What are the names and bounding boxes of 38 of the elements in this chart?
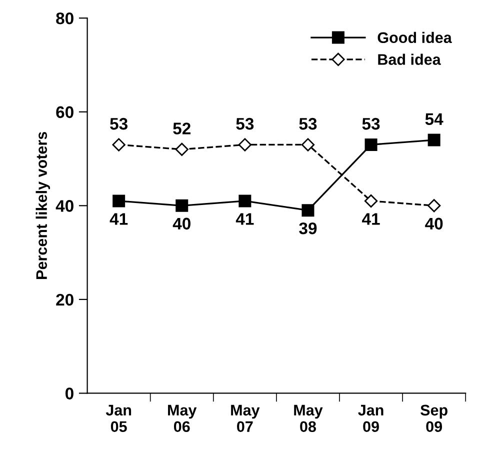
data-label: 40 (425, 218, 443, 230)
legend-label: Good idea (378, 32, 452, 44)
data-label: 41 (362, 213, 380, 225)
y-tick-label: 40 (56, 200, 74, 212)
data-label: 41 (236, 213, 254, 225)
y-tick-label: 60 (56, 106, 74, 118)
point (364, 138, 378, 151)
point (364, 194, 378, 208)
x-tick-label: Jan 09 (358, 404, 384, 432)
point (176, 199, 188, 212)
data-label: 41 (110, 213, 128, 225)
y-tick-label: 20 (56, 294, 74, 306)
data-label: 39 (299, 222, 317, 234)
point (302, 204, 314, 217)
x-tick-label: May 08 (294, 404, 323, 432)
point (112, 194, 126, 208)
legend-label: Bad idea (378, 54, 441, 65)
point (428, 134, 440, 146)
data-label: 54 (425, 113, 444, 126)
y-tick-label: 0 (65, 388, 74, 400)
data-label: 53 (236, 118, 254, 130)
y-tick-label: 80 (56, 12, 74, 24)
point (427, 199, 441, 212)
x-tick-label: Sep 09 (420, 404, 448, 432)
data-label: 40 (172, 218, 190, 230)
x-tick-label: May 06 (168, 404, 197, 432)
data-label: 53 (110, 118, 128, 130)
point (238, 138, 252, 152)
x-tick-label: Jan 05 (106, 404, 132, 432)
y-axis-title: Percent likely voters (36, 132, 50, 279)
point (238, 194, 252, 208)
data-label: 53 (299, 118, 317, 130)
data-label: 53 (362, 118, 380, 130)
point (112, 138, 126, 152)
point (301, 138, 315, 152)
x-tick-label: May 07 (231, 404, 260, 432)
point (175, 142, 188, 156)
data-label: 52 (173, 122, 190, 134)
